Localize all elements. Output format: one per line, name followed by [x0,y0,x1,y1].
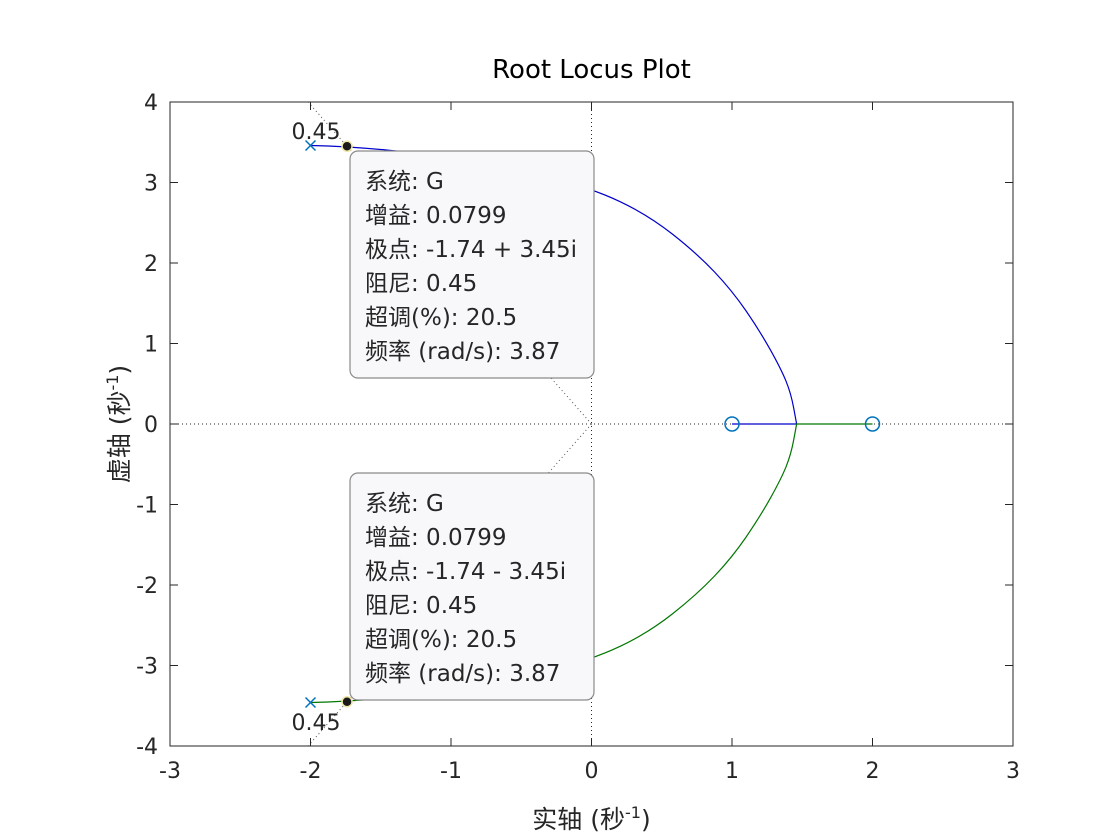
datatip-line: 极点: -1.74 + 3.45i [365,237,577,263]
datatip-line: 频率 (rad/s): 3.87 [365,661,560,687]
x-tick-label: -1 [440,759,462,784]
y-tick-label: -1 [136,494,158,519]
x-tick-label: -2 [300,759,322,784]
datatip-line: 阻尼: 0.45 [365,271,477,297]
datatip-point[interactable] [341,140,353,153]
datatip-1[interactable]: 系统: G 增益: 0.0799 极点: -1.74 + 3.45i 阻尼: 0.45… [341,140,595,379]
y-tick-label: -3 [136,655,158,680]
datatip-line: 超调(%): 20.5 [365,627,517,653]
datatip-line: 系统: G [365,491,444,517]
datatip-line: 阻尼: 0.45 [365,593,477,619]
x-tick-label: 1 [725,759,739,784]
x-axis-label-sup: -1 [625,803,641,822]
y-tick-label: 4 [144,91,158,116]
x-tick-label: 0 [585,759,599,784]
datatip-line: 极点: -1.74 - 3.45i [365,559,566,585]
pole-marker-2 [304,696,317,709]
y-axis-label-end: ) [105,365,134,375]
y-tick-label: -4 [136,735,158,760]
y-tick-label: 1 [144,333,158,358]
datatip-box [349,150,595,379]
y-tick-label: -2 [136,574,158,599]
chart-title: Root Locus Plot [492,55,691,85]
y-tick-label: 2 [144,252,158,277]
zero-marker-1 [724,416,740,432]
y-axis-label-sup: -1 [103,375,122,391]
datatip-line: 超调(%): 20.5 [365,305,517,331]
pole-marker-1 [304,139,317,152]
datatip-line: 系统: G [365,169,444,195]
datatip-2[interactable]: 系统: G 增益: 0.0799 极点: -1.74 - 3.45i 阻尼: 0.45… [341,472,595,708]
pole-stroke [304,139,317,152]
x-axis-label-end: ) [641,805,651,834]
zero-marker-2 [864,416,881,432]
datatip-line: 增益: 0.0799 [365,525,507,551]
x-axis-label-main: 实轴 (秒 [532,805,625,834]
damping-annotation-1: 0.45 [292,120,341,145]
pole-stroke [304,696,317,709]
y-tick-label: 3 [144,172,158,197]
x-tick-label: 2 [866,759,880,784]
x-tick-label: -3 [159,759,181,784]
datatip-box [349,472,595,701]
y-axis-label: 虚轴 (秒-1) [103,365,134,483]
damping-annotation-2: 0.45 [292,711,341,736]
y-axis-label-main: 虚轴 (秒 [105,391,134,484]
datatip-line: 频率 (rad/s): 3.87 [365,339,560,365]
y-tick-label: 0 [144,413,158,438]
x-axis-label: 实轴 (秒-1) [532,803,650,834]
x-tick-label: 3 [1006,759,1020,784]
datatip-line: 增益: 0.0799 [365,203,507,229]
datatip-point[interactable] [341,695,353,708]
